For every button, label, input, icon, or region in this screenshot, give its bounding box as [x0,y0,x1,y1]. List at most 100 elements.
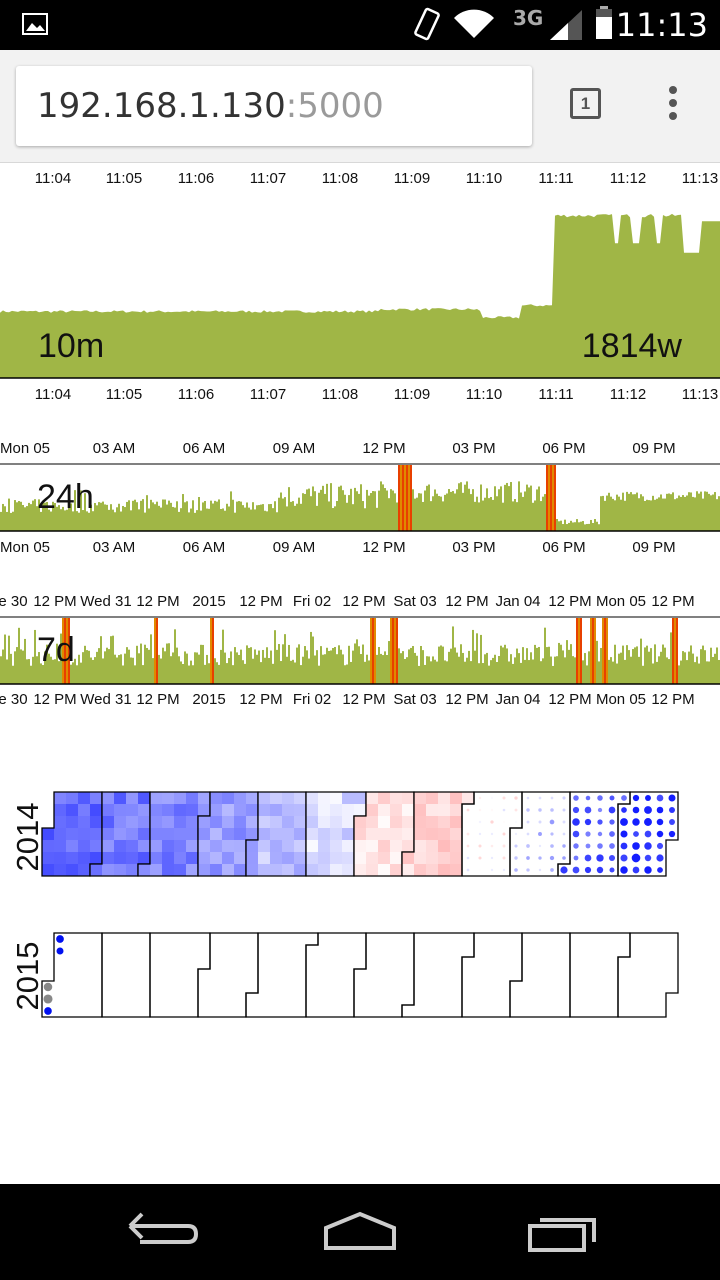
chart-7d-bar [426,656,428,684]
chart-7d-bar [516,648,518,684]
chart-7d-bar [518,653,520,684]
calendar-day-dot [56,947,64,955]
chart-24h-bar [20,501,22,531]
chart-24h-bar [696,491,698,531]
chart-7d-bar [556,656,558,684]
chart-24h-bar [682,495,684,531]
calendar-day-cell [114,840,126,852]
calendar-day-cell [150,816,162,828]
chart-24h-bar [234,512,236,531]
calendar-day-cell [78,864,90,876]
calendar-day-cell [174,804,186,816]
back-icon[interactable] [122,1206,198,1254]
calendar-day-cell [114,804,126,816]
home-icon[interactable] [320,1206,400,1254]
chart-24h-bar [10,512,12,531]
calendar-day-dot [573,843,579,849]
calendar-day-cell [162,804,174,816]
chart-24h-bar [282,498,284,531]
chart-24h-bar [546,465,548,531]
chart-24h-bar [294,505,296,531]
axis-tick-label: 03 AM [93,539,136,556]
calendar-day-dot [656,842,664,850]
chart-7d-bar [28,659,30,684]
calendar-day-cell [246,840,258,852]
calendar-day-cell [462,792,474,804]
calendar-day-dot [502,832,506,836]
chart-24h-bar [464,484,466,531]
calendar-day-cell [198,852,210,864]
chart-7d-bar [200,644,202,684]
chart-24h-bar [614,500,616,531]
calendar-day-cell [54,828,66,840]
calendar-day-cell [126,816,138,828]
chart-7d-bar [300,665,302,684]
url-field[interactable]: 192.168.1.130:5000 [16,66,532,146]
calendar-day-cell [198,792,210,804]
url-text[interactable]: 192.168.1.130:5000 [37,86,384,126]
chart-7d-bar [572,656,574,684]
calendar-day-dot [656,818,664,826]
chart-7d-bar [322,654,324,684]
calendar-day-cell [54,840,66,852]
calendar-day-dot [514,844,518,848]
chart-24h-bar [594,519,596,531]
calendar-day-cell [186,804,198,816]
chart-24h-bar [462,492,464,531]
calendar-day-dot [572,830,580,838]
chart-7d-bar [182,663,184,684]
chart-24h-bar [286,506,288,531]
chart-7d-bar [74,658,76,684]
calendar-day-cell [150,828,162,840]
chart-7d-bar [22,650,24,684]
recent-apps-icon[interactable] [524,1206,600,1254]
chart-7d-bar [514,657,516,684]
chart-24h-bar [54,503,56,531]
chart-7d-bar [694,662,696,684]
chart-24h-bar [368,495,370,531]
chart-24h-bar [472,489,474,531]
calendar-day-cell [222,816,234,828]
chart-7d-bar [596,640,598,684]
chart-24h-bar [194,512,196,531]
chart-24h-bar [554,465,556,531]
calendar-day-cell [66,816,78,828]
chart-24h-bar [558,521,560,531]
chart-7d-bar [476,633,478,684]
calendar-day-cell [426,864,438,876]
calendar-day-cell [402,828,414,840]
calendar-day-cell [306,840,318,852]
calendar-day-cell [270,864,282,876]
calendar-day-cell [438,840,450,852]
chart-7d-bar [36,656,38,684]
calendar-day-dot [644,806,652,814]
tab-switcher-button[interactable]: 1 [570,88,601,119]
chart-7d-bar [272,663,274,684]
navigation-bar [0,1184,720,1280]
overflow-menu-icon[interactable] [663,86,683,126]
chart-24h-bar [328,501,330,531]
chart-24h-bar [666,493,668,531]
chart-7d-bar [498,656,500,684]
chart-7d-bar [550,656,552,684]
axis-tick-label: 11:07 [250,386,286,403]
chart-10m-top-axis: 11:04 11:05 11:06 11:07 11:08 11:09 11:10 11:11… [35,170,718,187]
calendar-day-dot [514,868,518,872]
chart-7d-bar [458,656,460,684]
calendar-day-cell [162,840,174,852]
chart-24h-bar [556,519,558,531]
chart-24h-bar [180,508,182,531]
chart-24h-bar [654,499,656,531]
chart-7d-bar [318,665,320,684]
calendar-day-cell [102,864,114,876]
calendar-day-cell [282,864,294,876]
calendar-day-cell [306,828,318,840]
chart-7d-bar [16,647,18,684]
calendar-month-outline [305,932,367,1018]
calendar-day-cell [402,864,414,876]
chart-7d-bar [454,647,456,684]
chart-7d-bar [464,661,466,684]
calendar-day-dot [478,856,482,860]
chart-24h-bar [130,510,132,531]
chart-24h-bar [482,500,484,531]
